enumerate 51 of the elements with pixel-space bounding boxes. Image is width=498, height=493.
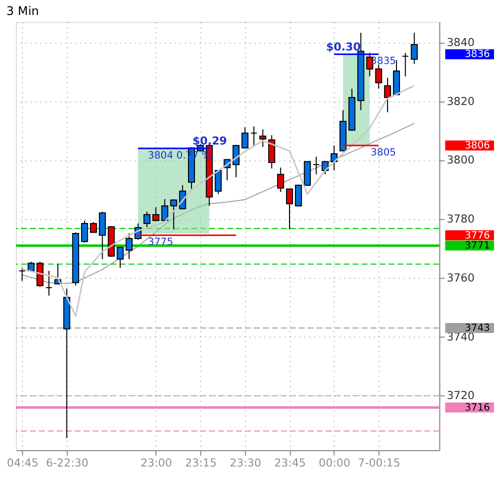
x-tick-label: 23:00 <box>140 456 172 470</box>
x-tick-label: 23:15 <box>185 456 217 470</box>
candlestick <box>143 211 150 228</box>
x-tick-label: 00:00 <box>318 456 350 470</box>
candlestick <box>81 220 88 244</box>
candlestick <box>375 64 382 90</box>
candlestick <box>330 144 338 172</box>
candlestick <box>36 261 44 288</box>
candlestick <box>294 184 302 207</box>
x-tick-label: 23:30 <box>230 456 262 470</box>
text: 3806 <box>464 140 490 152</box>
annotation: 3805 <box>370 147 396 158</box>
candlestick <box>170 198 178 230</box>
candlestick <box>250 126 258 146</box>
ref-line-label: 3743 <box>464 322 490 334</box>
candlestick <box>277 167 284 192</box>
x-tick-label: 04:45 <box>6 456 38 470</box>
ref-line-label: 3771 <box>464 240 490 252</box>
candlestick <box>410 32 418 64</box>
candlestick <box>286 188 294 230</box>
x-tick-label: 6-22:30 <box>46 456 88 470</box>
candlestick <box>312 156 320 175</box>
y-tick-label: 3840 <box>446 36 475 49</box>
candlestick <box>152 206 160 222</box>
candlestick <box>402 52 409 77</box>
candlestick <box>232 144 240 178</box>
y-tick-label: 3780 <box>446 212 475 226</box>
candlestick <box>98 211 106 260</box>
y-tick-label: 3760 <box>446 271 475 284</box>
ref-line-label: 3716 <box>464 402 490 414</box>
candlestick <box>90 222 97 233</box>
candlestick <box>304 160 311 186</box>
candlestick <box>268 134 276 169</box>
chart-title: 3 Min <box>6 4 39 18</box>
candlestick <box>384 77 392 113</box>
annotation: $0.29 <box>192 134 228 148</box>
text: 3836 <box>464 49 490 60</box>
y-tick-label: 3820 <box>446 94 475 108</box>
candlestick <box>18 267 26 282</box>
y-tick-label: 3720 <box>446 389 475 402</box>
candlestick <box>322 160 329 175</box>
annotation: $0.30 <box>326 40 362 54</box>
x-tick-label: 7-00:15 <box>358 456 400 470</box>
y-tick-label: 3800 <box>446 154 475 167</box>
candlestick <box>45 270 52 296</box>
x-tick-label: 23:45 <box>274 456 306 470</box>
line-series <box>22 122 415 284</box>
text: 3776 <box>464 230 490 242</box>
candlestick <box>126 233 133 260</box>
candlestick <box>259 128 266 148</box>
candlestick <box>241 126 248 149</box>
